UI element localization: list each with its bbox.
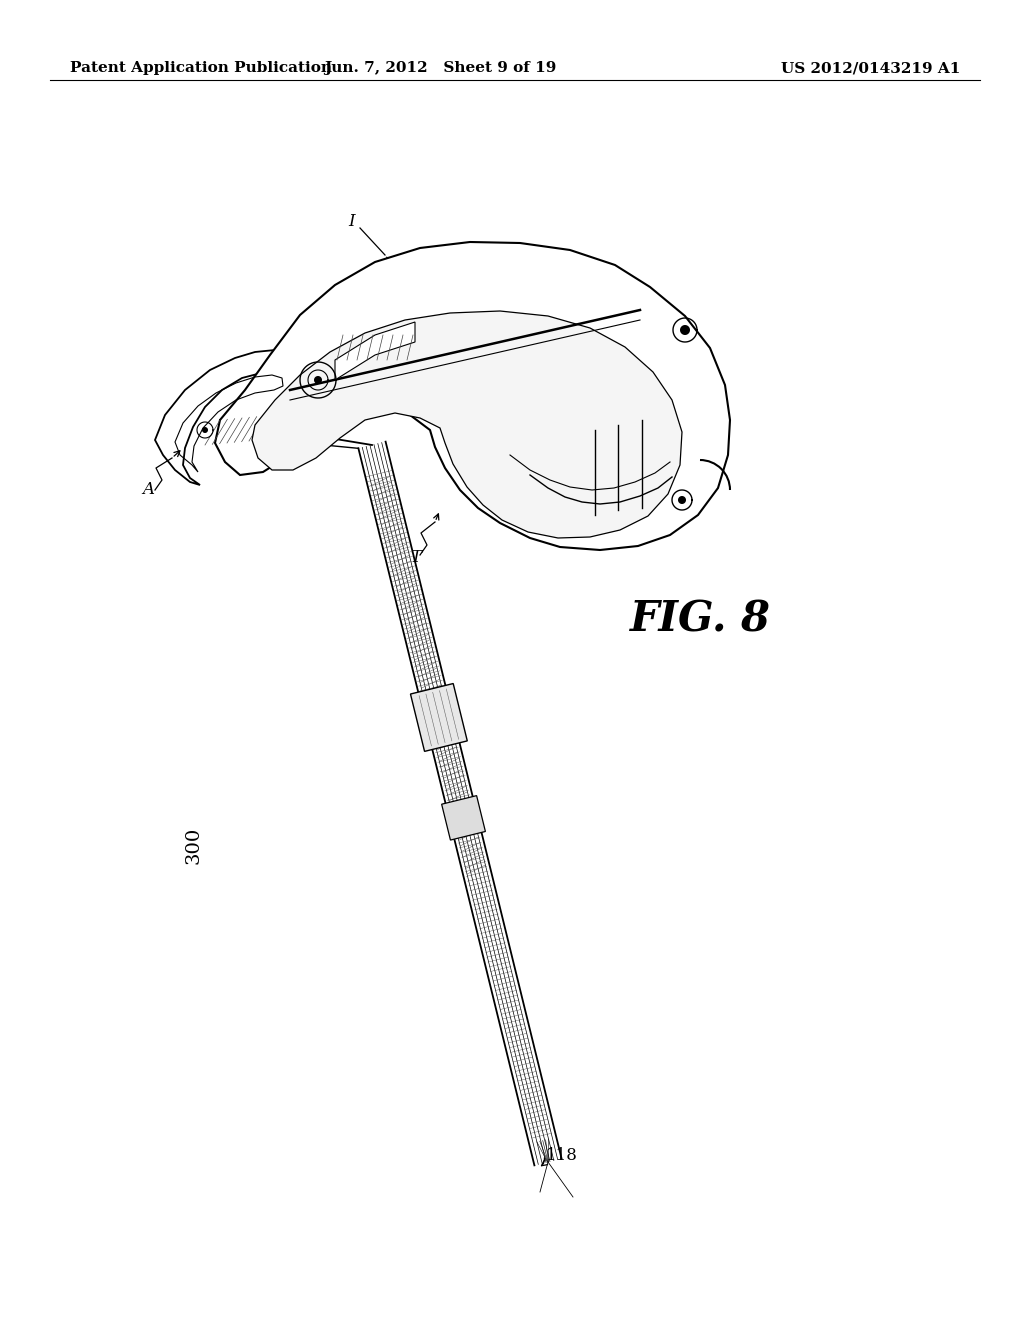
Polygon shape (252, 312, 682, 539)
Text: A: A (142, 482, 154, 499)
Polygon shape (680, 325, 690, 335)
Polygon shape (215, 242, 730, 550)
Text: Patent Application Publication: Patent Application Publication (70, 61, 332, 75)
Polygon shape (441, 796, 485, 840)
Polygon shape (202, 426, 208, 433)
Text: 118: 118 (546, 1147, 578, 1163)
Polygon shape (335, 322, 415, 380)
Text: T: T (411, 549, 422, 566)
Text: FIG. 8: FIG. 8 (630, 599, 770, 642)
Polygon shape (314, 376, 322, 384)
Polygon shape (155, 350, 295, 484)
Text: 300: 300 (184, 826, 202, 863)
Polygon shape (678, 496, 686, 504)
Text: I: I (349, 214, 355, 231)
Text: Jun. 7, 2012   Sheet 9 of 19: Jun. 7, 2012 Sheet 9 of 19 (324, 61, 556, 75)
Text: US 2012/0143219 A1: US 2012/0143219 A1 (780, 61, 961, 75)
Polygon shape (411, 684, 467, 751)
